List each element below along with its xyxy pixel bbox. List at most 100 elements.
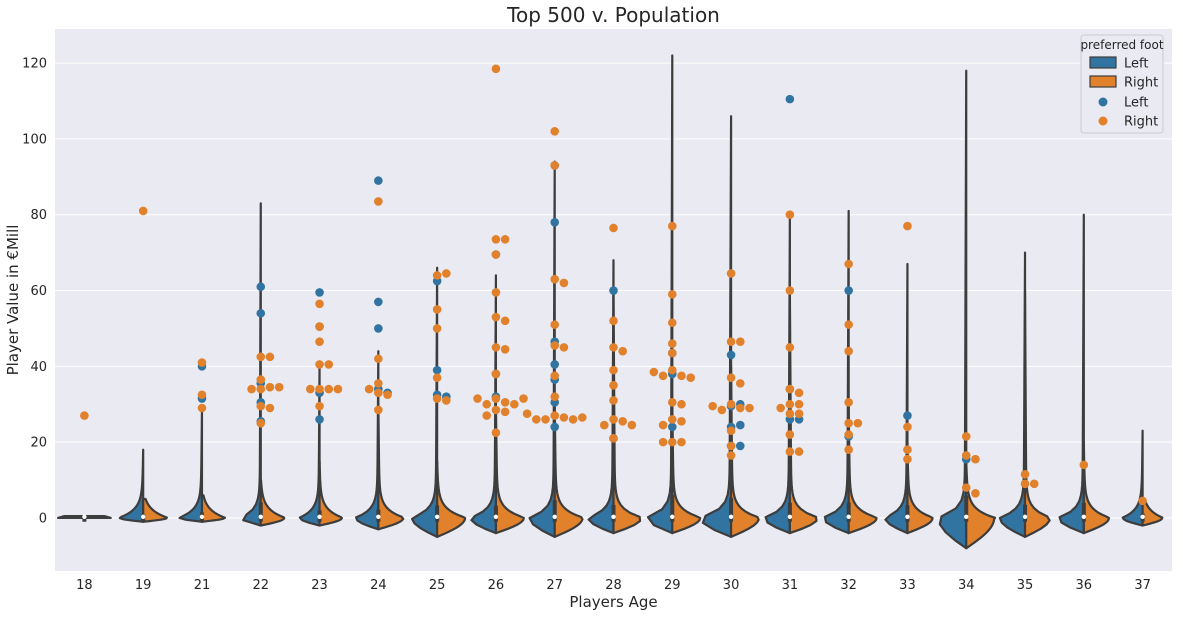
data-point-right — [138, 206, 148, 216]
data-point-left — [735, 441, 745, 451]
x-tick-label: 36 — [1076, 578, 1093, 593]
data-point-right — [1079, 460, 1089, 470]
violin-left-half — [938, 69, 968, 550]
data-point-left — [374, 297, 383, 307]
violin-right-half — [906, 441, 934, 535]
data-point-right — [609, 365, 618, 375]
data-point-right — [500, 344, 510, 354]
data-point-right — [374, 197, 383, 206]
data-point-right — [735, 403, 745, 413]
legend-right-violin-label: Right — [1124, 76, 1158, 91]
data-point-right — [432, 305, 442, 314]
data-point-right — [785, 384, 795, 394]
violin-left-half — [884, 262, 909, 535]
data-point-right — [197, 358, 207, 367]
data-point-right — [609, 380, 618, 390]
x-tick-label: 25 — [429, 578, 446, 593]
data-point-right — [961, 483, 971, 492]
data-point-right — [853, 418, 863, 428]
violin-left-half — [178, 406, 204, 523]
violin-right-half — [965, 459, 997, 550]
x-tick-label: 31 — [782, 578, 799, 593]
y-tick-label: 80 — [30, 208, 47, 223]
data-point-right — [726, 441, 736, 451]
data-point-right — [667, 348, 677, 358]
violin-median-marker — [140, 514, 146, 519]
violin-median-marker — [1022, 514, 1028, 519]
data-point-right — [550, 371, 560, 381]
data-point-right — [735, 379, 745, 388]
x-tick-label: 21 — [194, 578, 211, 593]
data-point-right — [491, 64, 501, 74]
violin-left-half — [242, 202, 262, 527]
violin-median-marker — [670, 514, 675, 519]
data-point-right — [785, 430, 795, 439]
data-point-right — [844, 445, 853, 455]
data-point-right — [491, 312, 501, 322]
x-tick-label: 28 — [605, 578, 622, 593]
data-point-right — [510, 399, 519, 409]
data-point-left — [844, 286, 853, 295]
violin-median-marker — [905, 514, 910, 519]
data-point-right — [667, 398, 677, 407]
x-tick-label: 30 — [723, 578, 740, 593]
chart-title: Top 500 v. Population — [506, 3, 720, 27]
legend-left-violin-swatch — [1089, 56, 1117, 69]
data-point-left — [609, 286, 618, 295]
data-point-right — [197, 403, 207, 413]
y-tick-label: 100 — [22, 132, 47, 147]
violins-group — [56, 54, 1164, 550]
data-point-right — [971, 489, 980, 498]
violin-left-half — [56, 514, 86, 520]
data-point-right — [667, 290, 677, 299]
data-point-right — [794, 447, 804, 456]
data-point-right — [677, 399, 686, 409]
data-point-right — [333, 384, 343, 394]
x-tick-label: 33 — [899, 578, 916, 593]
data-point-right — [600, 420, 609, 430]
data-point-right — [844, 418, 853, 428]
x-tick-label: 32 — [840, 578, 857, 593]
data-point-right — [971, 454, 980, 464]
data-point-right — [717, 405, 727, 415]
violin-median-marker — [846, 514, 851, 519]
data-point-right — [794, 399, 804, 409]
data-point-right — [785, 399, 795, 409]
data-point-right — [500, 235, 510, 244]
data-point-right — [785, 210, 795, 220]
legend-right-point-label: Right — [1124, 115, 1158, 130]
y-tick-label: 40 — [30, 360, 47, 375]
violin-median-marker — [434, 514, 440, 519]
legend-right-violin-swatch — [1089, 75, 1117, 88]
data-point-right — [473, 394, 482, 403]
violin-right-half — [318, 459, 343, 527]
legend-left-point-label: Left — [1124, 96, 1148, 111]
data-point-right — [649, 367, 659, 377]
data-point-left — [256, 308, 266, 318]
data-point-right — [519, 394, 528, 403]
data-point-right — [667, 318, 677, 328]
data-point-right — [559, 343, 569, 352]
violin-left-half — [118, 448, 145, 523]
x-axis-label: Players Age — [569, 593, 657, 611]
data-point-right — [609, 434, 618, 443]
data-point-right — [1138, 496, 1147, 506]
data-point-right — [265, 352, 275, 362]
data-point-right — [745, 403, 754, 413]
data-point-right — [559, 413, 569, 422]
violin-right-half — [1023, 289, 1051, 538]
data-point-right — [491, 343, 501, 352]
data-point-right — [256, 418, 266, 428]
data-point-right — [726, 337, 736, 346]
data-point-right — [609, 343, 618, 352]
data-point-right — [578, 413, 587, 422]
violin-right-half — [142, 497, 168, 523]
violin-left-half — [701, 115, 733, 538]
data-point-right — [256, 375, 266, 384]
y-axis-ticks: 0 20 40 60 80 100 120 — [22, 57, 47, 527]
data-point-right — [324, 360, 334, 369]
data-point-right — [844, 259, 853, 269]
data-point-right — [903, 445, 912, 455]
data-point-right — [726, 451, 736, 460]
